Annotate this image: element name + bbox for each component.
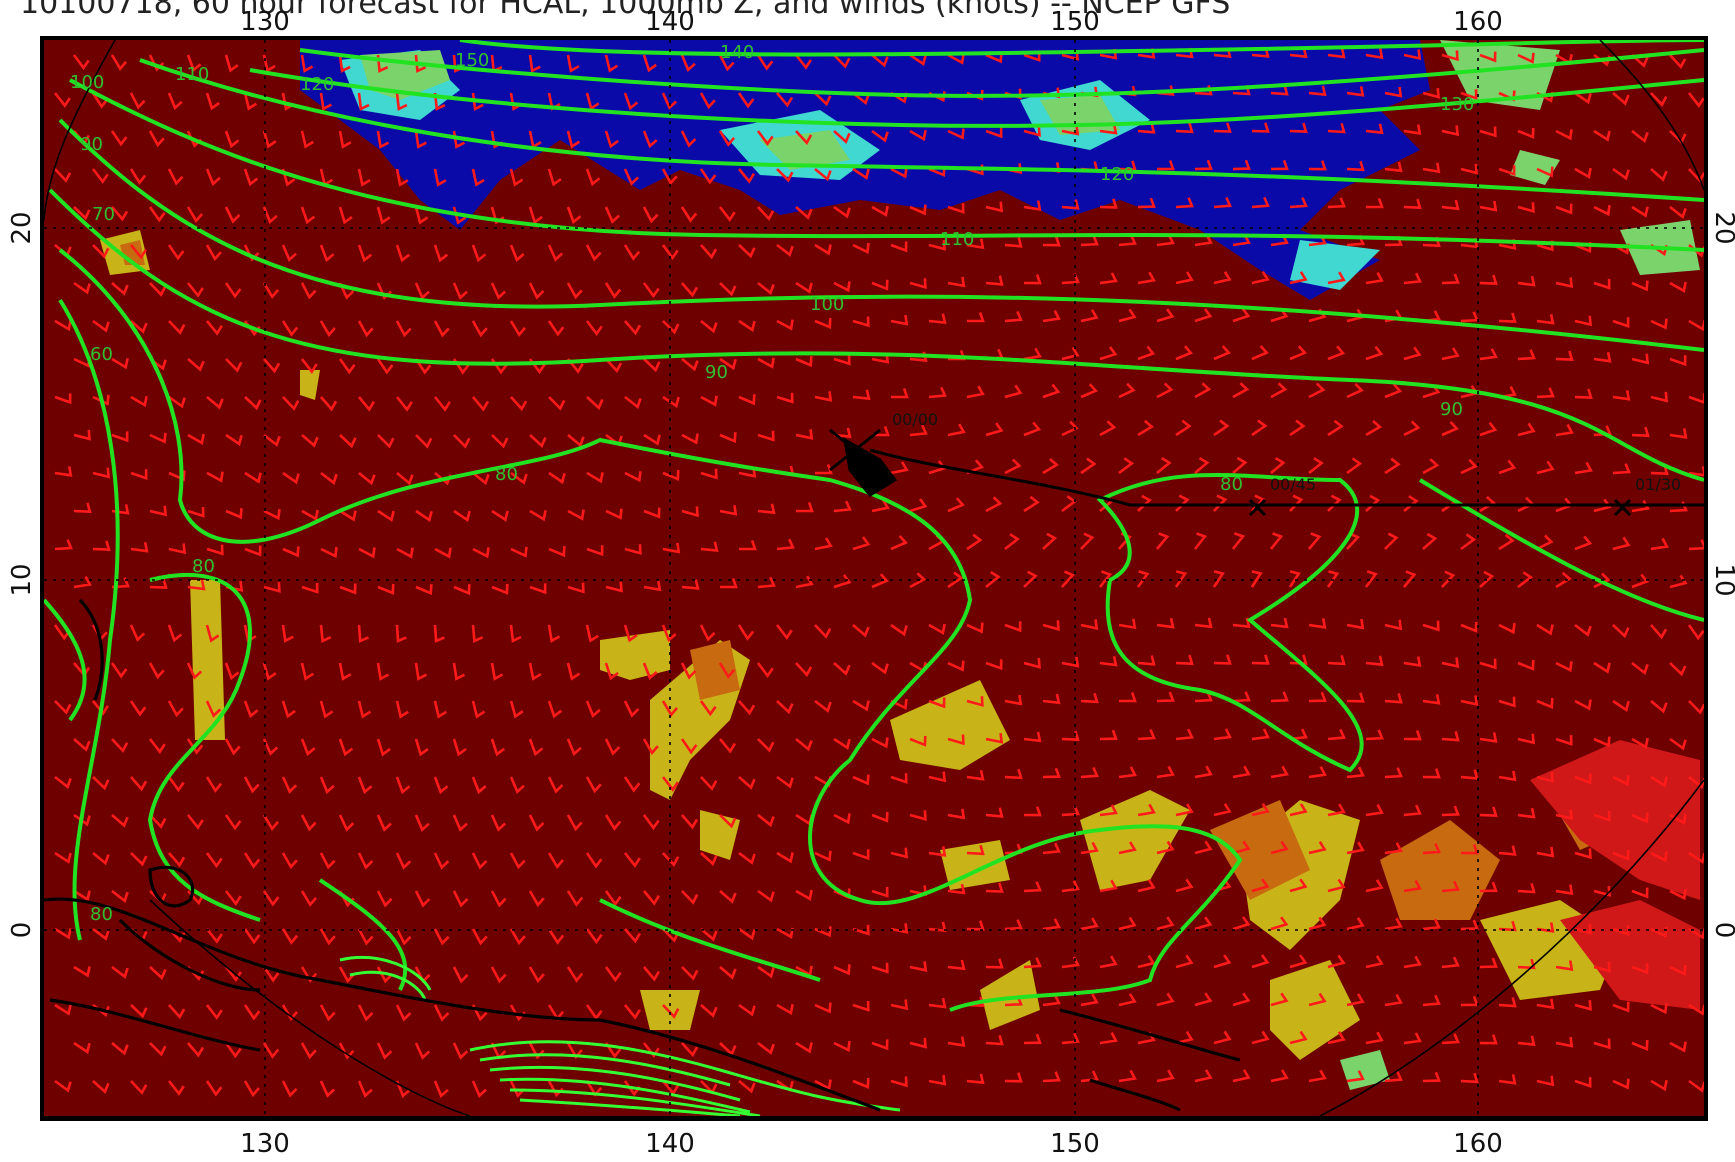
storm-track [829, 428, 1704, 517]
lon-tick-label: 150 [1050, 7, 1100, 37]
contour-labels: 150 140 120 120 110 110 100 100 90 90 90… [70, 42, 1474, 925]
contour-label: 100 [810, 294, 844, 315]
background-field [44, 40, 1704, 1116]
coastlines [44, 598, 1241, 1112]
lon-tick-label: 150 [1050, 1129, 1100, 1159]
lat-tick-label: 20 [7, 211, 37, 244]
wind-barb-field [53, 47, 1704, 1098]
track-label: 00/00 [892, 410, 938, 429]
track-label: 01/30 [1635, 475, 1681, 494]
projection-boundary [44, 40, 1704, 1116]
contour-label: 100 [70, 72, 104, 93]
contour-label: 80 [1220, 474, 1243, 495]
lon-tick-label: 130 [240, 7, 290, 37]
contour-label: 60 [90, 344, 113, 365]
lon-tick-label: 140 [645, 1129, 695, 1159]
dense-contour-cluster [339, 955, 901, 1116]
contour-label: 120 [300, 74, 334, 95]
track-label: 00/45 [1270, 475, 1316, 494]
height-contours [44, 40, 1704, 1012]
contour-label: 70 [92, 204, 115, 225]
axis-frame [40, 36, 1708, 1121]
lat-tick-label: 0 [7, 922, 37, 939]
contour-label: 140 [720, 42, 754, 63]
longitude-tick-labels-top: 130 140 150 160 [240, 7, 1503, 37]
contour-label: 80 [192, 556, 215, 577]
contour-label: 90 [1440, 399, 1463, 420]
wind-barbs [53, 47, 1704, 1098]
contour-label: 80 [90, 904, 113, 925]
latitude-tick-labels-left: 20 10 0 [7, 211, 37, 938]
contour-label: 110 [940, 229, 974, 250]
lon-tick-label: 140 [645, 7, 695, 37]
lat-lon-grid [44, 40, 1704, 1116]
lon-tick-label: 130 [240, 1129, 290, 1159]
warm-cloud-patches [100, 230, 1700, 1090]
lat-tick-label: 10 [7, 563, 37, 596]
longitude-tick-labels-bottom: 130 140 150 160 [240, 1129, 1503, 1159]
latitude-tick-labels-right: 20 10 0 [1709, 211, 1735, 938]
lat-tick-label: 20 [1709, 211, 1735, 244]
map-title: 10100718, 60 hour forecast for HCAL, 100… [20, 0, 1231, 21]
contour-label: 90 [80, 134, 103, 155]
cold-cloud-region [300, 40, 1430, 300]
contour-label: 90 [705, 362, 728, 383]
lat-tick-label: 0 [1709, 922, 1735, 939]
storm-track-labels: 00/00 00/45 01/30 [892, 410, 1681, 494]
contour-label: 80 [495, 464, 518, 485]
contour-label: 130 [1440, 94, 1474, 115]
contour-label: 120 [1100, 164, 1134, 185]
lon-tick-label: 160 [1453, 7, 1503, 37]
lon-tick-label: 160 [1453, 1129, 1503, 1159]
contour-label: 110 [175, 64, 209, 85]
contour-label: 150 [455, 50, 489, 71]
lat-tick-label: 10 [1709, 563, 1735, 596]
